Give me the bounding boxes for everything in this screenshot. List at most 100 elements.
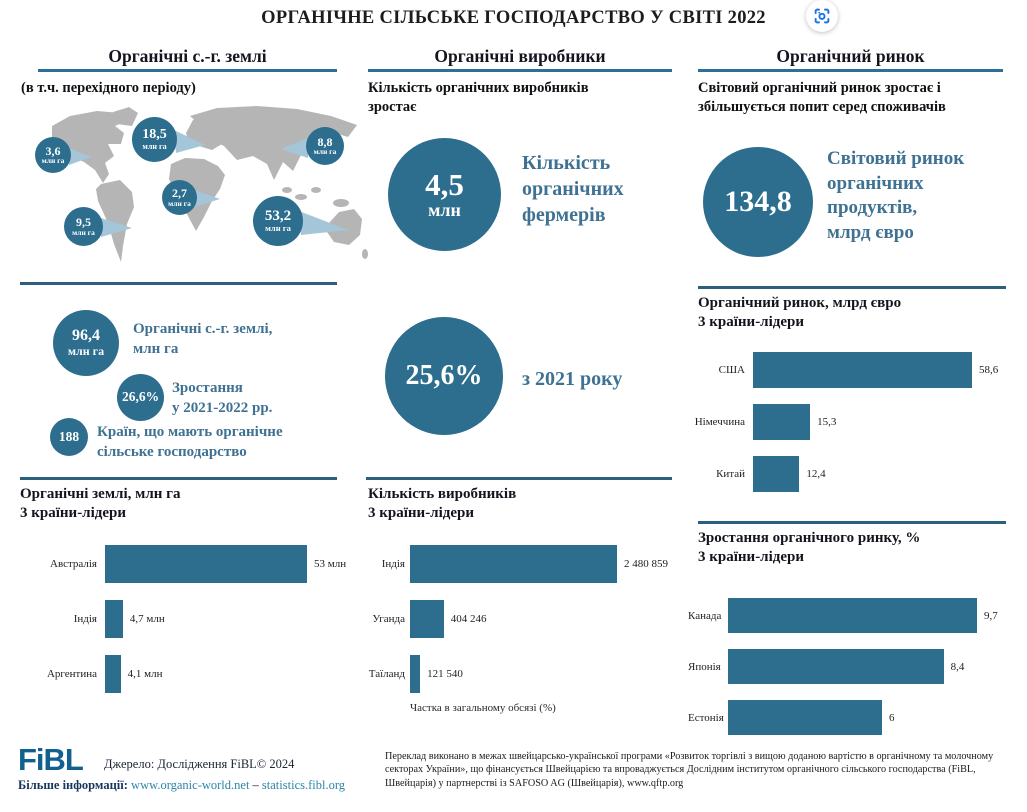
bar-value-label: 6	[889, 711, 895, 724]
bar-row: Японія 8,4	[688, 649, 998, 684]
bar	[410, 655, 421, 693]
screenshot-lens-icon	[814, 8, 830, 24]
chart-footnote: Частка в загальному обсязі (%)	[410, 702, 556, 714]
footer-program-note: Переклад виконано в межах швейцарсько-ук…	[385, 751, 994, 789]
bar	[105, 545, 307, 583]
bubble-value: 9,5	[76, 215, 91, 230]
bubble-unit: млн га	[265, 223, 291, 234]
stat-circle-producers-growth: 25,6%	[385, 317, 503, 435]
divider	[698, 286, 1006, 289]
world-map-svg	[52, 106, 368, 262]
stat-unit: млн	[428, 200, 461, 221]
stat-value: 4,5	[425, 166, 464, 202]
chart-market-growth-leaders: Зростання органічного ринку, % 3 країни-…	[688, 529, 1023, 744]
bar	[728, 598, 977, 633]
bar-value-label: 53 млн	[314, 558, 347, 570]
bar	[753, 404, 811, 440]
bar-row: Естонія 6	[688, 700, 998, 735]
bar-category-label: Таїланд	[368, 668, 405, 680]
stat-circle-world-market: 134,8	[703, 147, 813, 257]
stat-label-farmers-count: Кількість органічних фермерів	[522, 152, 624, 226]
bar-row: Індія 4,7 млн	[20, 600, 346, 638]
stat-label-producers-growth: з 2021 року	[522, 368, 623, 390]
bar	[105, 655, 121, 693]
chart-organic-land-leaders: Органічні землі, млн га 3 країни-лідери …	[20, 485, 355, 720]
bar-value-label: 8,4	[950, 660, 965, 673]
divider	[698, 521, 1006, 524]
map-bubble-south-america: 9,5 млн га	[64, 207, 103, 246]
link-statistics-fibl[interactable]: statistics.fibl.org	[261, 778, 346, 792]
bar	[410, 545, 617, 583]
page-title: ОРГАНІЧНЕ СІЛЬСЬКЕ ГОСПОДАРСТВО У СВІТІ …	[261, 8, 766, 28]
continent-greenland	[113, 107, 138, 126]
chart-title: Зростання органічного ринку, % 3 країни-…	[698, 530, 921, 565]
bar	[728, 649, 944, 684]
bar-category-label: Індія	[381, 558, 405, 570]
chart-title: Органічні землі, млн га 3 країни-лідери	[20, 486, 181, 521]
bubble-pointer	[194, 190, 220, 207]
bar	[753, 456, 800, 492]
stat-circle-land-growth: 26,6%	[117, 374, 164, 421]
link-organic-world[interactable]: www.organic-world.net	[131, 778, 250, 792]
bubble-unit: млн га	[168, 198, 191, 208]
stat-circle-organic-land: 96,4 млн га	[53, 310, 119, 376]
bubble-unit: млн га	[142, 141, 167, 151]
bar-category-label: США	[718, 364, 745, 376]
continent-asia	[190, 106, 357, 180]
bar-row: Німеччина 15,3	[694, 404, 998, 440]
producers-note: Кількість органічних виробників зростає	[368, 80, 589, 115]
bar-value-label: 15,3	[817, 416, 837, 428]
islands-se-asia	[311, 187, 321, 193]
screenshot-lens-button[interactable]	[806, 0, 838, 32]
header-rule-market	[698, 69, 1003, 72]
bar-category-label: Китай	[716, 468, 745, 480]
bubble-value: 8,8	[317, 134, 333, 149]
island-new-zealand	[362, 249, 368, 259]
bar-row: Австралія 53 млн	[20, 545, 346, 583]
column-header-market: Органічний ринок	[776, 46, 925, 66]
bar-category-label: Аргентина	[46, 668, 97, 680]
map-bubble-europe: 18,5 млн га	[132, 117, 177, 162]
bubble-pointer	[174, 130, 205, 153]
continent-south-america	[96, 180, 134, 262]
bar-row: Уганда 404 246	[366, 600, 668, 638]
bar-value-label: 4,7 млн	[129, 613, 165, 625]
stat-value: 25,6%	[405, 360, 483, 392]
column-header-producers: Органічні виробники	[434, 46, 606, 66]
footer-more-info: Більше інформації: www.organic-world.net…	[18, 778, 345, 793]
map-bubble-north-america: 3,6 млн га	[35, 137, 71, 173]
bar-category-label: Німеччина	[694, 416, 745, 428]
map-bubble-africa: 2,7 млн га	[162, 180, 197, 215]
stat-circle-countries-count: 188	[50, 418, 88, 456]
bar-row: Таїланд 121 540	[366, 655, 668, 693]
map-bubble-oceania: 53,2 млн га	[253, 196, 303, 246]
chart-title: Органічний ринок, млрд євро 3 країни-лід…	[698, 295, 902, 330]
bubble-pointer	[281, 138, 308, 158]
bar-category-label: Австралія	[50, 558, 97, 570]
bar-category-label: Канада	[688, 609, 722, 622]
continent-north-america	[52, 111, 126, 183]
divider	[366, 477, 672, 480]
header-rule-land	[38, 69, 337, 72]
bar-row: США 58,6	[694, 352, 998, 388]
land-note: (в т.ч. перехідного періоду)	[21, 80, 196, 96]
stat-label-countries-count: Країн, що мають органічне сільське госпо…	[97, 424, 283, 460]
bar-row: Канада 9,7	[688, 598, 998, 633]
link-separator: –	[252, 778, 259, 792]
bar	[753, 352, 972, 388]
bar	[410, 600, 444, 638]
stat-value: 26,6%	[121, 389, 160, 405]
bubble-unit: млн га	[41, 156, 65, 166]
stat-value: 188	[58, 428, 80, 444]
chart-title: Кількість виробників 3 країни-лідери	[368, 486, 517, 521]
island-new-guinea	[333, 199, 349, 207]
bar-row: Аргентина 4,1 млн	[20, 655, 346, 693]
bubble-pointer	[69, 148, 91, 165]
bubble-value: 18,5	[142, 126, 167, 142]
stat-label-world-market: Світовий ринок органічних продуктів, млр…	[827, 148, 965, 244]
bubble-unit: млн га	[313, 147, 337, 157]
bar-value-label: 9,7	[984, 609, 998, 622]
map-bubble-asia: 8,8 млн га	[306, 127, 344, 165]
stat-value: 134,8	[724, 185, 792, 219]
